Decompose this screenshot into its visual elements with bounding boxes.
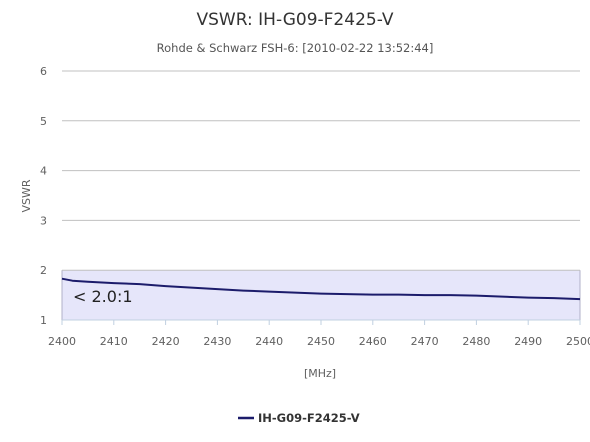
y-tick-label: 3 xyxy=(40,214,47,227)
x-tick-label: 2500 xyxy=(566,335,590,348)
x-tick-label: 2400 xyxy=(48,335,76,348)
threshold-band xyxy=(62,270,580,320)
x-tick-label: 2470 xyxy=(411,335,439,348)
y-tick-label: 6 xyxy=(40,65,47,78)
x-tick-label: 2450 xyxy=(307,335,335,348)
band-label: < 2.0:1 xyxy=(73,287,133,306)
series-layer xyxy=(61,277,581,301)
legend-series-label[interactable]: IH-G09-F2425-V xyxy=(258,411,360,425)
y-tick-label: 1 xyxy=(40,314,47,327)
threshold-band-layer xyxy=(61,270,581,320)
y-tick-label: 2 xyxy=(40,264,47,277)
legend[interactable]: IH-G09-F2425-V xyxy=(238,411,360,425)
x-axis-title: [MHz] xyxy=(304,367,336,380)
x-tick-label: 2490 xyxy=(514,335,542,348)
x-tick-label: 2460 xyxy=(359,335,387,348)
x-tick-label: 2430 xyxy=(203,335,231,348)
series-line xyxy=(61,277,581,301)
x-tick-label: 2420 xyxy=(152,335,180,348)
chart-subtitle: Rohde & Schwarz FSH-6: [2010-02-22 13:52… xyxy=(157,41,434,55)
axis-layer: 1 2 3 4 5 6 2400 2410 2420 2430 2440 2450 2460 2470 24… xyxy=(40,65,590,348)
x-tick-label: 2480 xyxy=(462,335,490,348)
y-tick-label: 5 xyxy=(40,115,47,128)
x-tick-label: 2440 xyxy=(255,335,283,348)
y-axis-title: VSWR xyxy=(20,179,33,212)
y-tick-label: 4 xyxy=(40,165,47,178)
chart-title: VSWR: IH-G09-F2425-V xyxy=(197,10,394,30)
x-tick-label: 2410 xyxy=(100,335,128,348)
